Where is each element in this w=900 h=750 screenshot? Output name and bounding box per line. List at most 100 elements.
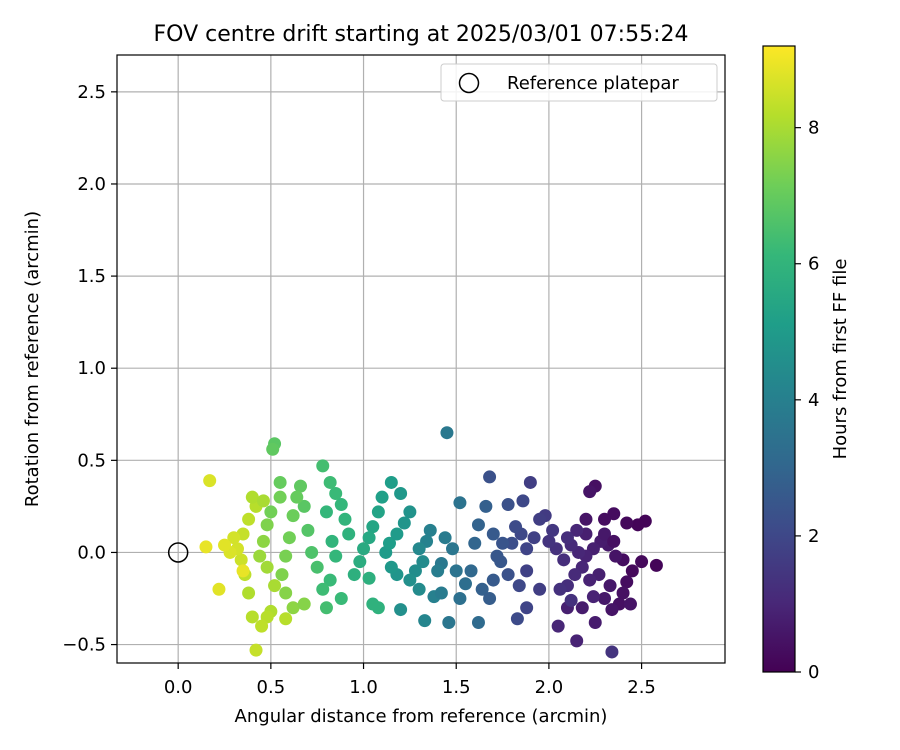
scatter-point <box>512 579 526 593</box>
scatter-point <box>279 586 293 600</box>
scatter-point <box>527 531 541 545</box>
scatter-point <box>583 485 597 499</box>
scatter-point <box>570 634 584 648</box>
scatter-point <box>605 603 619 617</box>
scatter-point <box>382 536 396 550</box>
scatter-point <box>338 512 352 526</box>
scatter-point <box>275 568 289 582</box>
colorbar-ticks: 0 2 4 6 8 <box>795 118 819 683</box>
scatter-point <box>319 505 333 519</box>
scatter-point <box>501 498 515 512</box>
scatter-point <box>253 549 267 563</box>
scatter-point <box>520 542 534 556</box>
scatter-point <box>297 499 311 513</box>
scatter-point <box>384 475 398 489</box>
scatter-point <box>279 549 293 563</box>
scatter-point <box>625 564 639 578</box>
reference-platepar-point <box>167 542 189 563</box>
colorbar-label: Hours from first FF file <box>830 259 851 460</box>
scatter-point <box>579 512 593 526</box>
scatter-point <box>236 564 250 578</box>
scatter-point <box>371 505 385 519</box>
scatter-point <box>282 531 296 545</box>
scatter-point <box>279 612 293 626</box>
scatter-point <box>468 536 482 550</box>
scatter-point <box>440 426 454 440</box>
scatter-point <box>423 523 437 537</box>
scatter-point <box>316 582 330 596</box>
scatter-point <box>362 571 376 585</box>
scatter-point <box>546 523 560 537</box>
scatter-point <box>342 527 356 541</box>
x-axis-ticks: 0.0 0.5 1.0 1.5 2.0 2.5 <box>164 663 656 698</box>
scatter-point <box>635 555 649 569</box>
scatter-point <box>557 553 571 567</box>
y-axis-ticks: −0.5 0.0 0.5 1.0 1.5 2.0 2.5 <box>62 82 117 656</box>
reference-marker <box>167 542 189 563</box>
scatter-point <box>542 534 556 548</box>
scatter-point <box>266 442 280 456</box>
colorbar-tick-label: 2 <box>808 526 819 547</box>
scatter-point <box>486 527 500 541</box>
x-axis-label: Angular distance from reference (arcmin) <box>235 706 608 727</box>
scatter-point <box>598 527 612 541</box>
scatter-point <box>533 512 547 526</box>
scatter-point <box>375 490 389 504</box>
scatter-point <box>362 531 376 545</box>
scatter-point <box>371 601 385 615</box>
scatter-point <box>397 516 411 530</box>
scatter-point <box>483 592 497 606</box>
scatter-point <box>620 575 634 589</box>
scatter-points <box>199 426 663 659</box>
scatter-point <box>384 560 398 574</box>
scatter-point <box>564 593 578 607</box>
scatter-point <box>442 615 456 629</box>
scatter-point <box>268 579 282 593</box>
colorbar-gradient <box>762 45 796 673</box>
scatter-point <box>446 542 460 556</box>
scatter-point <box>649 558 663 572</box>
scatter-point <box>570 523 584 537</box>
scatter-point <box>394 486 408 500</box>
scatter-point <box>605 645 619 659</box>
scatter-point <box>483 470 497 484</box>
legend-box <box>440 63 718 102</box>
scatter-point <box>598 592 612 606</box>
scatter-point <box>607 534 621 548</box>
colorbar-tick-label: 4 <box>808 390 819 411</box>
scatter-point <box>249 643 263 657</box>
scatter-point <box>603 579 617 593</box>
scatter-point <box>523 475 537 489</box>
scatter-point <box>623 597 637 611</box>
y-tick-label: −0.5 <box>62 635 106 656</box>
scatter-point <box>357 542 371 556</box>
y-tick-label: 0.5 <box>77 450 106 471</box>
scatter-point <box>310 560 324 574</box>
scatter-point <box>273 475 287 489</box>
scatter-point <box>390 527 404 541</box>
scatter-point <box>305 545 319 559</box>
scatter-point <box>505 536 519 550</box>
scatter-point <box>453 592 467 606</box>
scatter-point <box>464 564 478 578</box>
grid <box>117 55 725 663</box>
y-tick-label: 2.5 <box>77 82 106 103</box>
scatter-point <box>438 531 452 545</box>
scatter-point <box>510 612 524 626</box>
scatter-point <box>568 568 582 582</box>
scatter-point <box>323 573 337 587</box>
y-axis-label: Rotation from reference (arcmin) <box>22 211 43 507</box>
scatter-point <box>264 505 278 519</box>
scatter-point <box>242 586 256 600</box>
scatter-point <box>501 568 515 582</box>
scatter-point <box>586 590 600 604</box>
scatter-point <box>218 538 232 552</box>
scatter-point <box>286 601 300 615</box>
scatter-point <box>412 582 426 596</box>
scatter-point <box>479 499 493 513</box>
scatter-point <box>598 512 612 526</box>
x-tick-label: 1.0 <box>349 677 378 698</box>
scatter-point <box>551 619 565 633</box>
scatter-point <box>325 534 339 548</box>
